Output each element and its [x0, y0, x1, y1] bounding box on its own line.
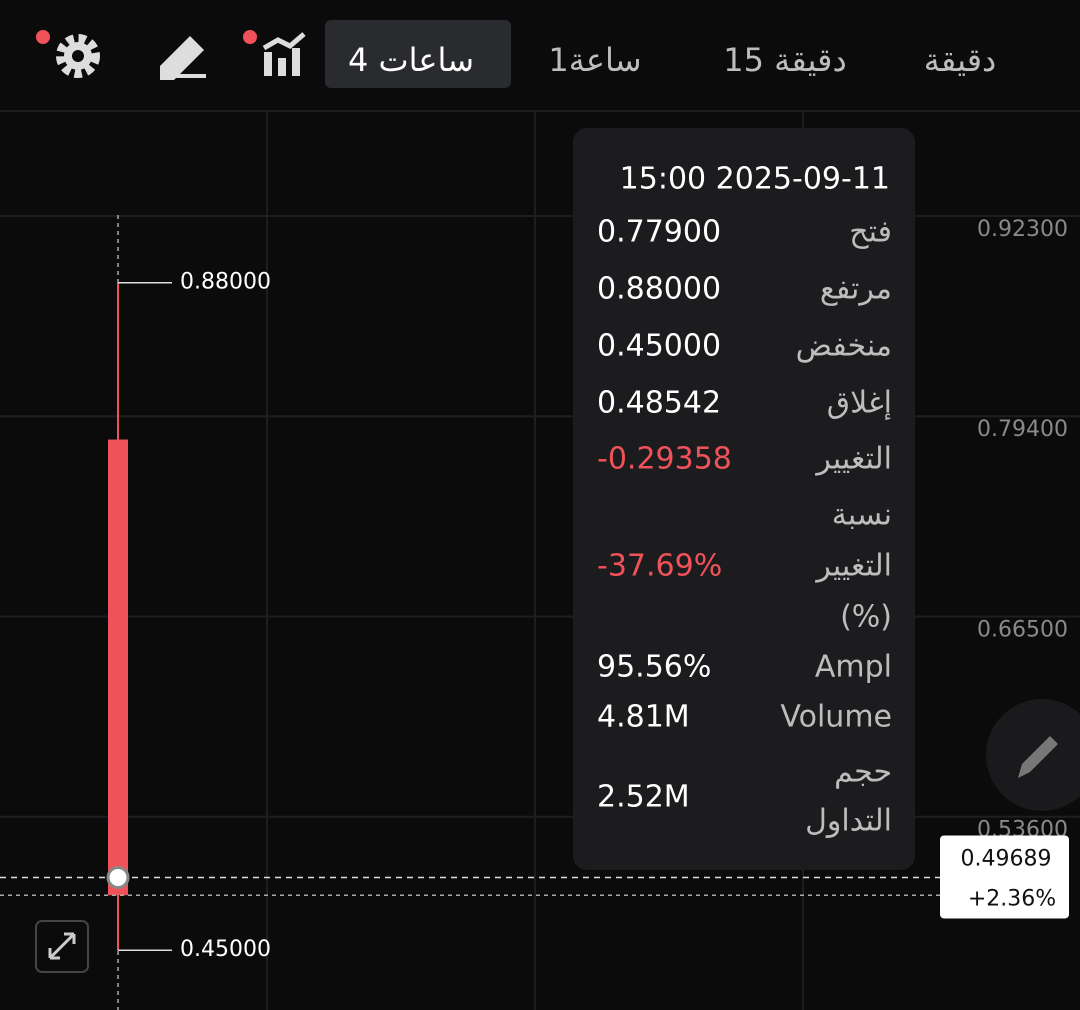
label: التغيير	[814, 549, 892, 584]
indicator-icon[interactable]	[243, 30, 306, 76]
label: التغيير	[814, 442, 892, 477]
value: 0.48542	[597, 386, 721, 421]
value: -37.69%	[597, 549, 722, 584]
plot: 0.923000.794000.665000.536000.406990.880…	[0, 215, 1080, 1010]
label: (%)	[840, 600, 892, 635]
price-box	[940, 835, 1069, 919]
label: إغلاق	[827, 386, 892, 421]
tooltip-bg	[573, 128, 915, 870]
tab-active[interactable]: 4 ساعات	[348, 41, 474, 79]
current-price: 0.49689	[961, 846, 1052, 871]
candle-body	[108, 439, 128, 896]
label: منخفض	[796, 329, 892, 364]
tooltip: 15:00 2025-09-11 فتح 0.77900 مرتفع 0.880…	[573, 128, 915, 870]
annotation: 0.45000	[180, 937, 271, 962]
label: Volume	[780, 700, 892, 735]
tab[interactable]: 15 دقيقة	[723, 41, 846, 79]
label: Ampl	[815, 650, 892, 685]
y-tick-label: 0.79400	[977, 417, 1068, 442]
label: فتح	[849, 215, 892, 250]
value: 0.88000	[597, 272, 721, 307]
value: -0.29358	[597, 442, 732, 477]
active-tab-bg	[325, 20, 511, 88]
tab[interactable]: دقيقة	[924, 41, 997, 79]
price-dot	[106, 865, 130, 889]
label: مرتفع	[820, 272, 892, 307]
value: 95.56%	[597, 650, 711, 685]
settings-icon[interactable]	[36, 30, 100, 78]
label: حجم	[834, 755, 892, 790]
expand-button[interactable]	[35, 920, 89, 973]
annotation: 0.88000	[180, 270, 271, 295]
value: 4.81M	[597, 700, 690, 735]
tab[interactable]: 1ساعة	[548, 41, 641, 79]
edit-button[interactable]	[986, 699, 1080, 811]
current-change: +2.36%	[968, 886, 1056, 911]
y-tick-label: 0.92300	[977, 217, 1068, 242]
label: نسبة	[832, 498, 892, 533]
draw-icon[interactable]	[160, 36, 206, 80]
date: 15:00 2025-09-11	[620, 162, 890, 197]
value: 0.77900	[597, 215, 721, 250]
y-tick-label: 0.66500	[977, 617, 1068, 642]
value: 0.45000	[597, 329, 721, 364]
label: التداول	[805, 804, 892, 839]
value: 2.52M	[597, 780, 690, 815]
